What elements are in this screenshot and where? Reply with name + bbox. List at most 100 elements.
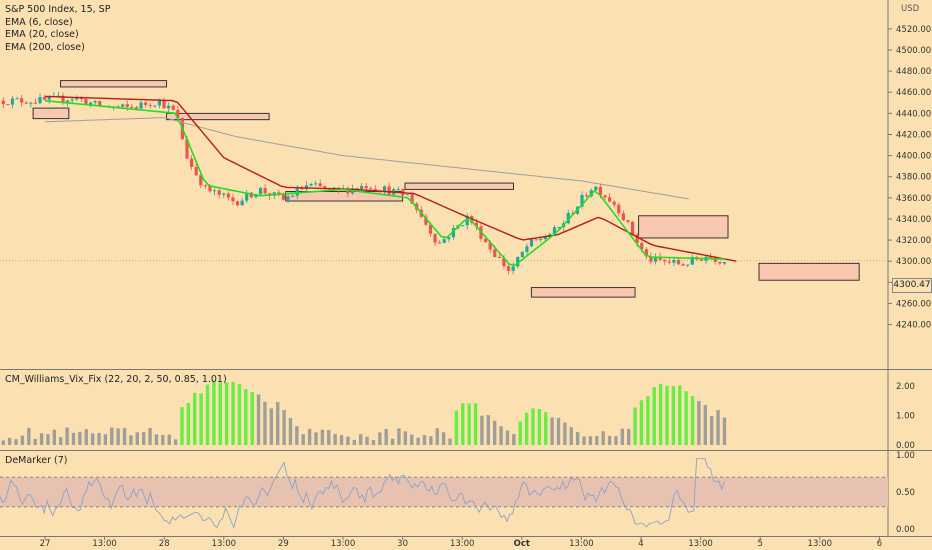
vix-bar [154,434,159,445]
vix-bar [614,436,618,445]
candle-body [203,185,207,187]
vix-bar [684,391,688,445]
candle-body [43,97,47,100]
candle-body [190,158,194,167]
time-tick-label: Oct [514,539,530,549]
candle-body [245,192,249,201]
vix-bar [288,418,293,445]
vix-bar [607,435,612,445]
vix-bar [492,420,497,445]
candle-body [603,195,607,198]
vix-bar [556,417,561,445]
candle-body [405,194,410,196]
vix-bar [307,428,312,445]
candle-body [235,201,240,206]
vix-bar [467,403,471,445]
candle-body [369,188,373,190]
candle-body [690,257,694,265]
price-tick-label: 4520.00 [896,25,931,35]
ema6-legend[interactable]: EMA (6, close) [5,16,73,28]
symbol-title[interactable]: S&P 500 Index, 15, SP [5,4,111,15]
vix-bar [537,409,542,445]
candle-body [520,251,524,258]
candle-body [6,104,10,106]
vix-bar [327,430,331,445]
price-zone [60,80,168,88]
candle-body [309,183,313,186]
vix-bar [65,427,69,445]
vix-bar [27,427,31,445]
candle-body [502,257,506,267]
candle-body [649,256,653,262]
price-tick-label: 4240.00 [896,321,931,331]
main-legend: S&P 500 Index, 15, SP EMA (6, close) EMA… [5,4,110,54]
candle-body [15,98,19,100]
candle-body [451,228,456,238]
vix-bar [410,434,414,445]
vix-fix-label[interactable]: CM_Williams_Vix_Fix (22, 20, 2, 50, 0.85… [5,374,227,385]
candle-body [33,102,38,104]
candle-body [281,194,286,200]
price-tick-label: 4500.00 [896,46,931,56]
candle-body [291,195,295,197]
vix-bar [524,412,529,445]
vix-bar [505,430,510,445]
time-tick-label: 13:00 [450,539,475,549]
candle-body [47,96,51,100]
candle-body [396,189,400,191]
candle-body [621,213,625,221]
candle-body [598,186,603,196]
candle-body [212,190,217,192]
price-zone [530,287,636,298]
vix-bar [301,434,305,445]
candle-body [672,260,676,263]
vix-bar [390,438,395,445]
candle-body [461,225,465,227]
vix-bar [575,431,580,445]
candle-body [231,197,235,202]
vix-bar [365,436,369,445]
vix-bar [148,427,152,445]
candle-body [226,193,230,198]
vix-bar [416,437,420,445]
time-tick-label: 27 [40,539,51,549]
candle-body [497,256,501,258]
candle-body [410,194,414,204]
candle-body [314,183,318,185]
candle-body [65,100,70,103]
candle-body [24,102,28,104]
candle-body [539,239,543,241]
vix-bar [14,439,18,445]
candle-body [1,100,5,105]
price-zone [285,191,404,202]
vix-bar [237,384,242,445]
vix-bar [646,396,650,445]
candle-body [258,187,263,195]
vix-bar [358,434,363,445]
candle-body [442,239,446,243]
ema200-legend[interactable]: EMA (200, close) [5,41,85,53]
candle-body [594,186,598,191]
candle-body [543,237,547,240]
candle-body [148,104,152,106]
candle-body [176,109,180,118]
demarker-label[interactable]: DeMarker (7) [5,455,68,466]
vix-bar [582,436,586,445]
vix-bar [250,392,254,445]
price-zone [404,182,514,190]
candle-body [387,186,391,195]
demarker-tick-label: 0.00 [896,525,915,535]
vix-bar [78,431,82,445]
vix-bar [173,439,178,445]
vix-bar [167,434,171,445]
price-zone [166,112,270,121]
candle-body [718,261,722,264]
price-tick-label: 4360.00 [896,194,931,204]
vix-bar [39,433,44,445]
candle-body [382,186,387,192]
ema20-legend[interactable]: EMA (20, close) [5,29,79,40]
vix-bar [352,439,356,445]
vix-bar [244,389,248,445]
candle-body [438,242,442,244]
